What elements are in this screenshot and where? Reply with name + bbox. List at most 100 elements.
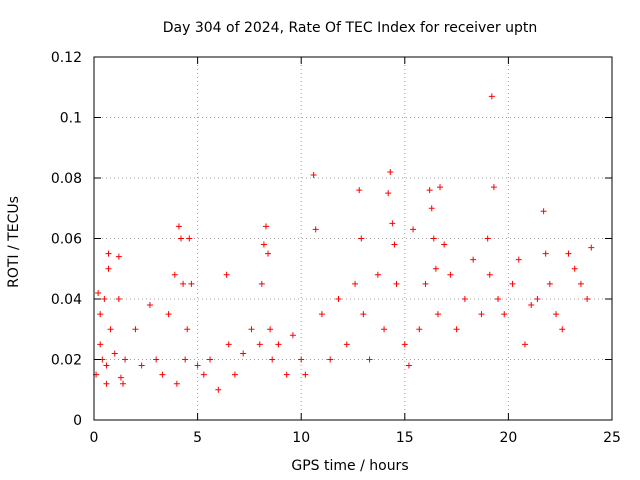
data-point: [410, 226, 417, 233]
data-point: [115, 253, 122, 260]
data-point: [434, 311, 441, 318]
data-point: [225, 341, 232, 348]
data-point: [441, 241, 448, 248]
y-tick-label: 0.04: [51, 292, 82, 308]
data-point: [223, 271, 230, 278]
data-point: [111, 350, 118, 357]
data-point: [358, 235, 365, 242]
data-point: [366, 356, 373, 363]
data-point: [401, 341, 408, 348]
data-point: [200, 371, 207, 378]
x-tick-label: 5: [193, 430, 202, 446]
data-point: [260, 241, 267, 248]
y-tick-label: 0.1: [60, 111, 82, 127]
data-point: [584, 296, 591, 302]
data-point: [540, 208, 547, 215]
data-point: [335, 296, 342, 302]
data-point: [490, 184, 497, 191]
data-point: [105, 250, 112, 257]
data-point: [215, 386, 222, 393]
data-point: [186, 235, 193, 242]
data-point: [542, 250, 549, 257]
data-point: [374, 271, 381, 278]
data-point: [178, 235, 185, 242]
data-point: [117, 374, 124, 381]
data-point: [484, 235, 491, 242]
x-axis-label: GPS time / hours: [291, 458, 408, 474]
data-point: [103, 380, 110, 387]
data-point: [269, 356, 276, 363]
data-point: [486, 271, 493, 278]
data-point: [405, 362, 412, 369]
data-point: [553, 311, 560, 318]
y-tick-label: 0.06: [51, 232, 82, 248]
data-point: [184, 326, 191, 333]
data-point: [122, 356, 129, 363]
y-tick-label: 0.02: [51, 353, 82, 369]
data-point: [426, 187, 433, 194]
y-tick-label: 0: [73, 413, 82, 429]
axis-ticks: 0 0.02 0.04 0.06 0.08 0.1 0.12 0 5 10 15 20 25: [51, 50, 621, 446]
data-point: [175, 223, 182, 230]
data-point: [387, 168, 394, 175]
data-point: [534, 296, 541, 302]
data-point: [461, 296, 468, 302]
data-point: [559, 326, 566, 333]
data-points: [93, 93, 595, 393]
data-point: [262, 223, 269, 230]
data-point: [258, 280, 265, 287]
y-axis-label: ROTI / TECUs: [6, 196, 22, 288]
data-point: [393, 280, 400, 287]
data-point: [240, 350, 247, 357]
x-tick-label: 10: [292, 430, 310, 446]
data-point: [565, 250, 572, 257]
data-point: [231, 371, 238, 378]
chart-title: Day 304 of 2024, Rate Of TEC Index for r…: [163, 20, 538, 36]
data-point: [153, 356, 160, 363]
data-point: [103, 362, 110, 369]
data-point: [385, 190, 392, 197]
data-point: [275, 341, 282, 348]
data-point: [95, 289, 102, 296]
data-point: [289, 332, 296, 339]
data-point: [381, 326, 388, 333]
data-point: [97, 341, 104, 348]
data-point: [447, 271, 454, 278]
data-point: [105, 265, 112, 272]
data-point: [478, 311, 485, 318]
data-point: [115, 296, 122, 302]
data-point: [588, 244, 595, 251]
data-point: [171, 271, 178, 278]
data-point: [389, 220, 396, 227]
data-point: [207, 356, 214, 363]
grid-lines: [94, 57, 612, 420]
data-point: [256, 341, 263, 348]
data-point: [327, 356, 334, 363]
data-point: [107, 326, 114, 333]
y-tick-label: 0.12: [51, 50, 82, 66]
data-point: [577, 280, 584, 287]
data-point: [310, 171, 317, 178]
data-point: [120, 380, 127, 387]
data-point: [265, 250, 272, 257]
data-point: [528, 302, 535, 309]
data-point: [173, 380, 180, 387]
data-point: [416, 326, 423, 333]
data-point: [391, 241, 398, 248]
data-point: [267, 326, 274, 333]
data-point: [165, 311, 172, 318]
x-tick-label: 25: [603, 430, 621, 446]
data-point: [248, 326, 255, 333]
data-point: [283, 371, 290, 378]
data-point: [546, 280, 553, 287]
data-point: [521, 341, 528, 348]
data-point: [146, 302, 153, 309]
x-tick-label: 20: [499, 430, 517, 446]
data-point: [422, 280, 429, 287]
data-point: [515, 256, 522, 263]
data-point: [488, 93, 495, 100]
data-point: [453, 326, 460, 333]
data-point: [159, 371, 166, 378]
